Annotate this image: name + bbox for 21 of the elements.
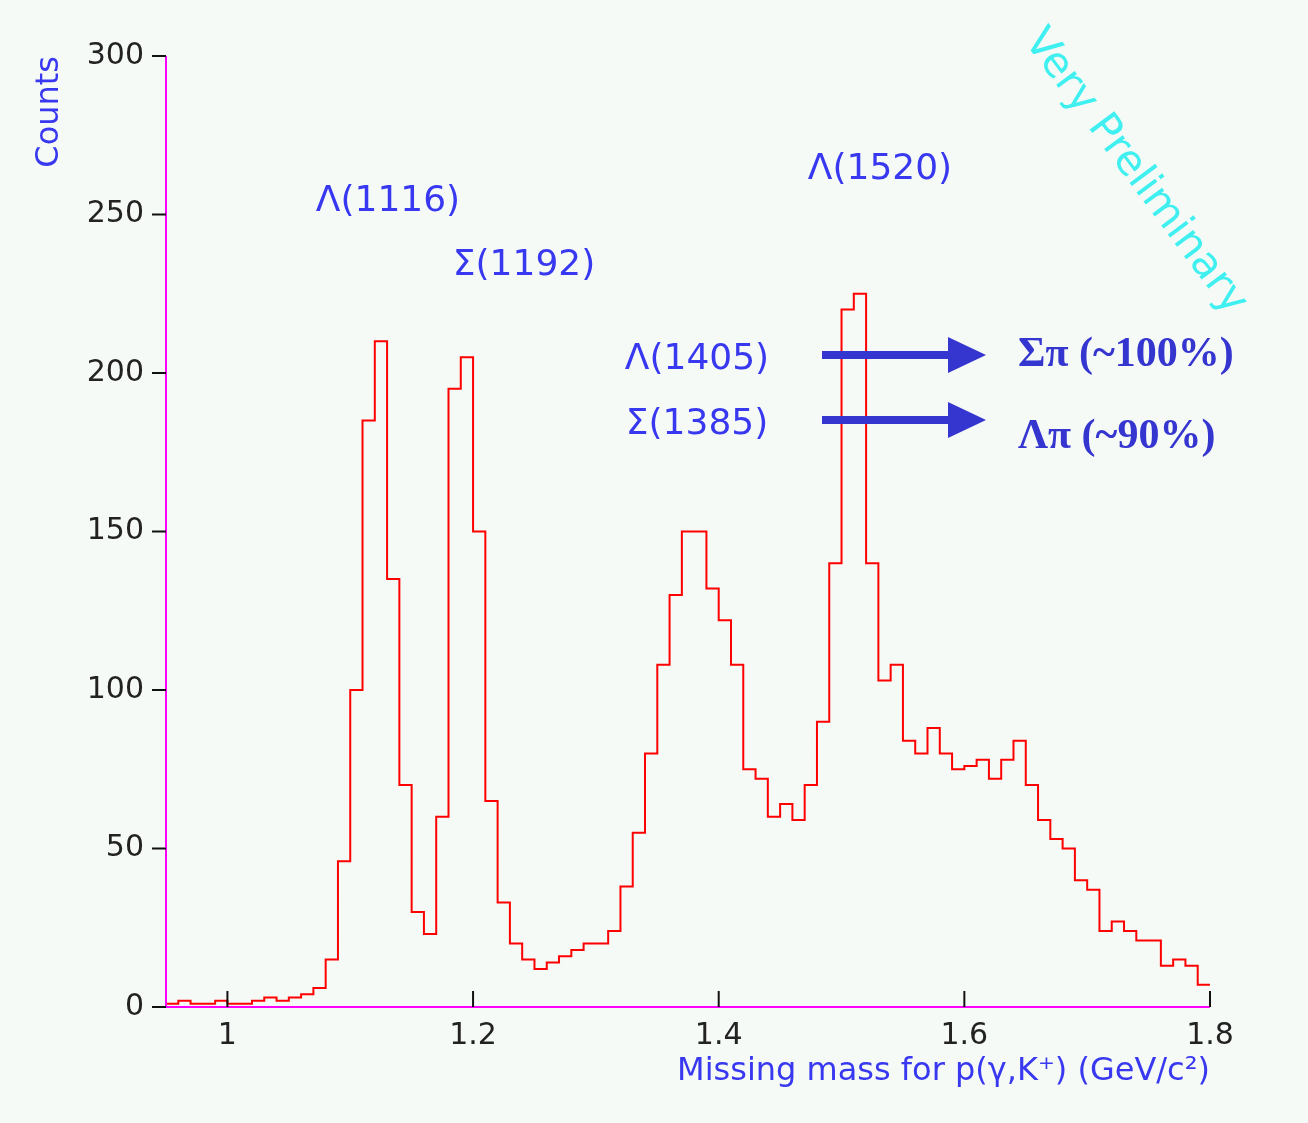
y-tick-label: 100	[86, 669, 144, 705]
x-tick-label: 1.8	[1186, 1015, 1234, 1051]
annotation: Σ(1192)	[452, 242, 596, 284]
annotation: Σπ (~100%)	[1018, 328, 1234, 376]
annotation: Λ(1405)	[624, 336, 770, 378]
x-tick-label: 1	[217, 1015, 237, 1051]
y-axis-title: Counts	[28, 56, 66, 168]
annotation: Σ(1385)	[625, 401, 769, 443]
x-tick-label: 1.4	[694, 1015, 743, 1051]
annotation: Λπ (~90%)	[1018, 410, 1216, 458]
annotation: Λ(1116)	[315, 178, 461, 220]
annotation: Λ(1520)	[807, 146, 953, 188]
y-tick-label: 200	[86, 352, 144, 388]
y-tick-label: 50	[105, 828, 144, 864]
y-tick-label: 300	[86, 35, 144, 71]
x-axis-title: Missing mass for p(γ,K⁺) (GeV/c²)	[677, 1050, 1210, 1088]
y-tick-label: 250	[86, 194, 144, 230]
x-tick-label: 1.6	[940, 1015, 989, 1051]
y-tick-label: 150	[86, 511, 144, 547]
x-tick-label: 1.2	[449, 1015, 497, 1051]
y-tick-label: 0	[124, 986, 144, 1022]
